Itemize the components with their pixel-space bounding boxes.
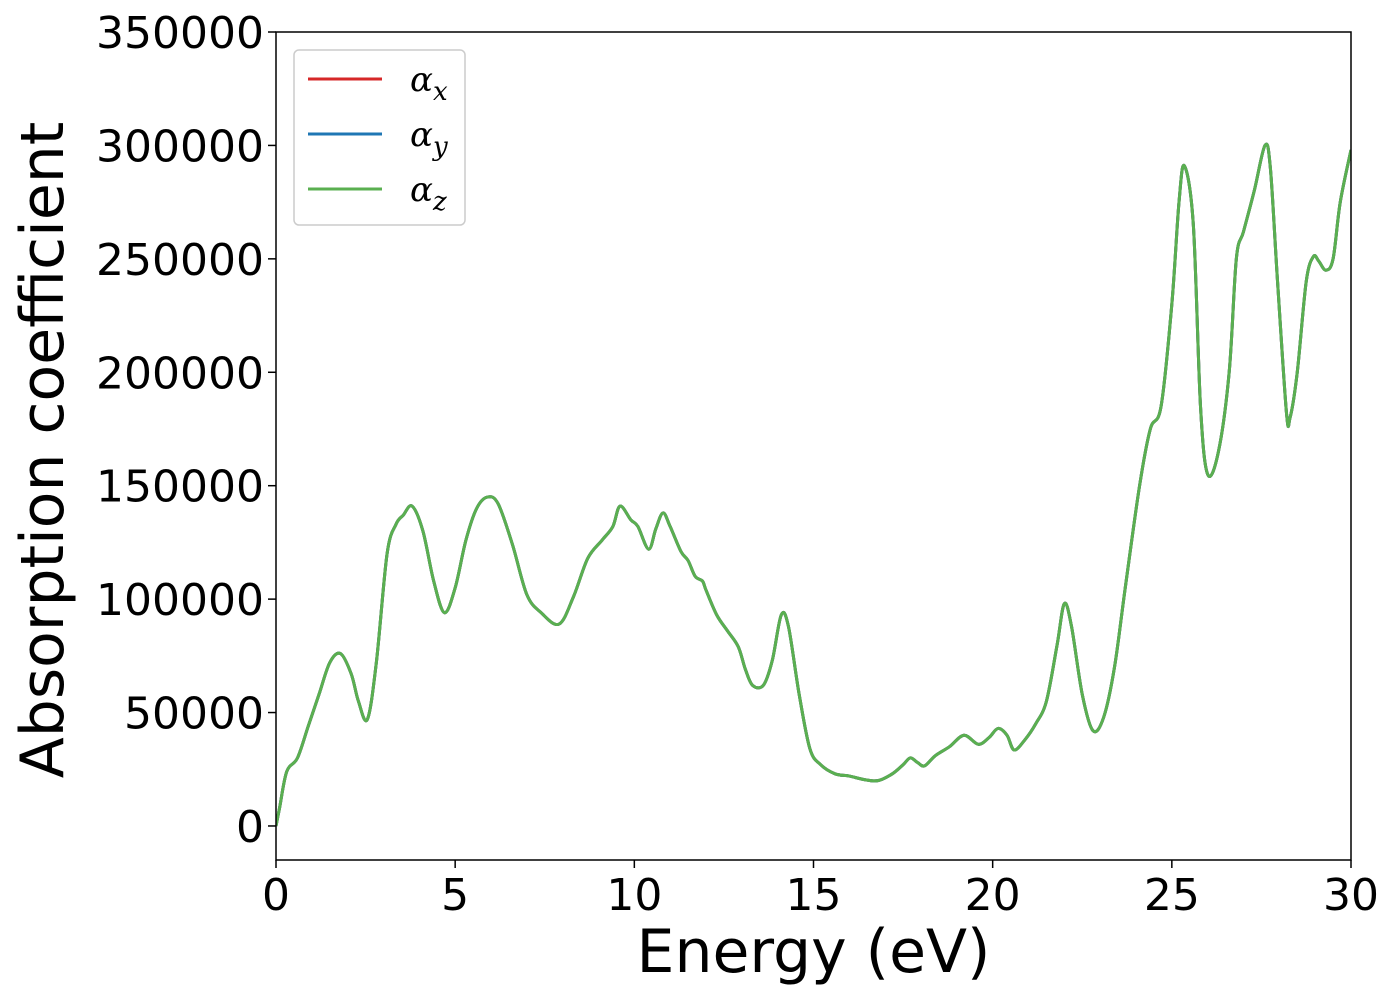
legend-box bbox=[293, 49, 466, 226]
y-tick-label: 0 bbox=[236, 802, 264, 853]
x-tick-label: 20 bbox=[965, 870, 1021, 921]
legend-label-z: αz bbox=[410, 170, 447, 217]
legend-label-y: αy bbox=[410, 115, 448, 162]
y-tick-label: 350000 bbox=[96, 8, 264, 59]
series-line-z bbox=[276, 142, 1351, 827]
x-tick-label: 25 bbox=[1144, 870, 1200, 921]
y-tick-label: 100000 bbox=[96, 575, 264, 626]
x-tick-label: 5 bbox=[441, 870, 469, 921]
x-axis: 0 5 10 15 20 25 30 bbox=[262, 860, 1379, 921]
y-tick-label: 250000 bbox=[96, 235, 264, 286]
x-axis-label: Energy (eV) bbox=[637, 917, 991, 987]
x-tick-label: 0 bbox=[262, 870, 290, 921]
x-tick-label: 30 bbox=[1323, 870, 1379, 921]
y-tick-label: 300000 bbox=[96, 121, 264, 172]
y-tick-label: 150000 bbox=[96, 462, 264, 513]
y-axis: 0 50000 100000 150000 200000 250000 300000 3500… bbox=[96, 8, 276, 853]
legend: αx αy αz bbox=[293, 49, 466, 226]
series-layer bbox=[276, 142, 1351, 827]
y-axis-label: Absorption coefficient bbox=[8, 122, 78, 779]
series-line-y bbox=[276, 142, 1351, 827]
series-line-x bbox=[276, 142, 1351, 827]
x-tick-label: 15 bbox=[786, 870, 842, 921]
legend-label-x: αx bbox=[410, 60, 448, 107]
x-tick-label: 10 bbox=[606, 870, 662, 921]
y-tick-label: 50000 bbox=[124, 689, 264, 740]
y-tick-label: 200000 bbox=[96, 348, 264, 399]
